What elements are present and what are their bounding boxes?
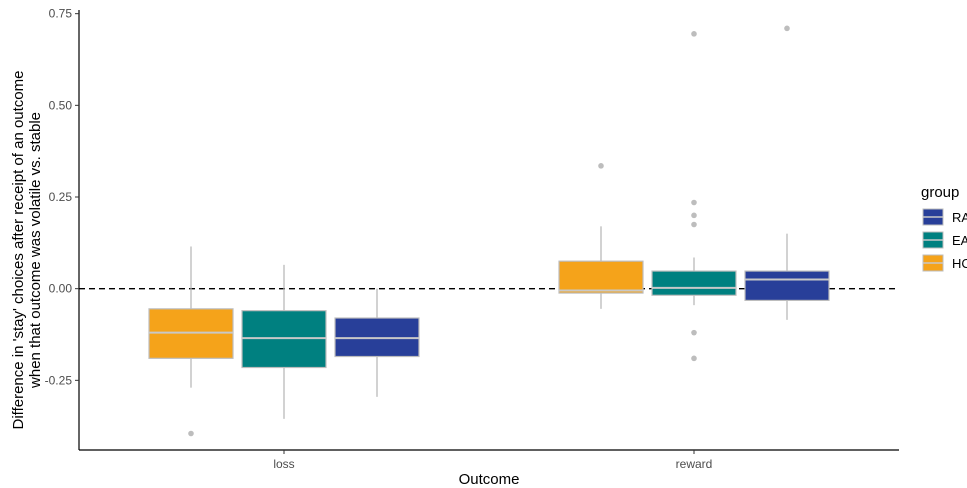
outlier-point <box>691 221 697 228</box>
outlier-point <box>691 212 697 219</box>
outlier-point <box>188 430 194 437</box>
outlier-point <box>691 31 697 37</box>
outlier-point <box>784 25 790 32</box>
legend-label: HC <box>952 256 967 271</box>
box-reward-EA <box>651 31 737 362</box>
outlier-point <box>691 329 697 336</box>
x-tick-label: reward <box>676 457 713 471</box>
y-tick-label: 0.50 <box>49 98 73 112</box>
legend-item-RA: RA <box>922 208 967 226</box>
box-loss-EA <box>241 264 327 419</box>
box-loss-HC <box>148 246 234 437</box>
outlier-point <box>598 163 604 169</box>
outlier-point <box>691 199 697 206</box>
outlier-point <box>691 355 697 362</box>
y-axis-title-line-1: Difference in 'stay' choices after recei… <box>10 71 27 430</box>
plot-area <box>79 25 899 437</box>
y-tick-label: 0.00 <box>49 282 73 296</box>
iqr-box <box>651 270 737 296</box>
legend-label: EA <box>952 233 967 248</box>
iqr-box <box>744 270 830 302</box>
legend-item-HC: HC <box>922 254 967 272</box>
y-axis-title-line-2: when that outcome was volatile vs. stabl… <box>27 112 44 389</box>
legend-item-EA: EA <box>922 231 967 249</box>
box-reward-RA <box>744 25 830 320</box>
y-tick-label: 0.25 <box>49 190 73 204</box>
axes: -0.25 0.00 0.25 0.50 0.75 loss reward <box>45 7 899 471</box>
y-tick-label: -0.25 <box>45 373 73 387</box>
box-reward-HC <box>558 163 644 309</box>
box-loss-RA <box>334 288 420 397</box>
legend: group RA EA HC <box>921 184 967 272</box>
x-tick-label: loss <box>273 457 294 471</box>
x-axis-title: Outcome <box>459 471 520 488</box>
iqr-box <box>558 260 644 294</box>
y-tick-label: 0.75 <box>49 7 73 21</box>
legend-label: RA <box>952 210 967 225</box>
legend-title: group <box>921 184 959 201</box>
